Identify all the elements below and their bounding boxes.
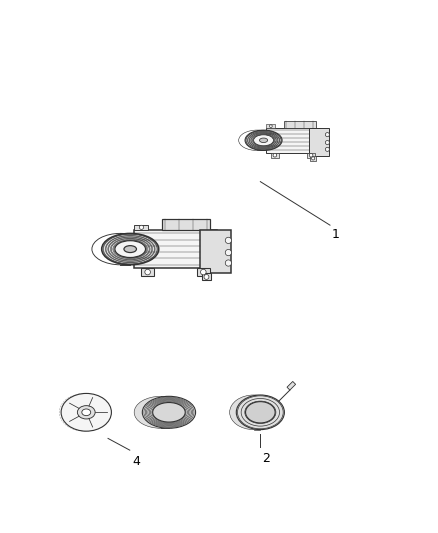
Circle shape <box>325 147 329 151</box>
Bar <box>141 268 154 276</box>
Ellipse shape <box>115 241 145 257</box>
Ellipse shape <box>145 402 177 422</box>
Bar <box>134 225 148 230</box>
Circle shape <box>225 260 232 266</box>
Circle shape <box>311 157 315 160</box>
Ellipse shape <box>82 409 91 416</box>
Polygon shape <box>134 230 217 268</box>
Ellipse shape <box>134 397 187 429</box>
Ellipse shape <box>246 402 275 423</box>
Bar <box>284 120 316 128</box>
Bar <box>309 128 329 156</box>
Text: 4: 4 <box>132 455 140 467</box>
Ellipse shape <box>102 233 159 265</box>
Circle shape <box>201 269 206 275</box>
Circle shape <box>325 133 329 136</box>
Circle shape <box>225 237 232 244</box>
Circle shape <box>269 125 272 127</box>
Ellipse shape <box>254 135 273 146</box>
Ellipse shape <box>245 130 282 150</box>
Bar <box>310 156 316 160</box>
Polygon shape <box>266 128 320 153</box>
Bar <box>266 124 276 128</box>
Circle shape <box>225 249 232 256</box>
Text: 1: 1 <box>332 228 340 241</box>
Ellipse shape <box>259 138 268 142</box>
Bar <box>200 230 231 273</box>
Bar <box>271 153 279 158</box>
Ellipse shape <box>153 402 185 422</box>
Ellipse shape <box>142 397 196 429</box>
Text: 2: 2 <box>262 453 270 465</box>
Ellipse shape <box>230 395 278 430</box>
Circle shape <box>273 154 277 157</box>
Circle shape <box>325 141 329 144</box>
Ellipse shape <box>236 395 284 430</box>
Bar <box>197 268 210 276</box>
Ellipse shape <box>61 393 111 431</box>
Circle shape <box>139 225 144 229</box>
Ellipse shape <box>78 406 95 419</box>
Bar <box>307 153 315 158</box>
Bar <box>162 219 210 230</box>
Circle shape <box>309 154 313 157</box>
Circle shape <box>204 274 209 279</box>
Ellipse shape <box>239 402 268 423</box>
Bar <box>201 273 212 280</box>
Circle shape <box>145 269 150 275</box>
Ellipse shape <box>124 246 137 253</box>
Polygon shape <box>287 382 296 390</box>
